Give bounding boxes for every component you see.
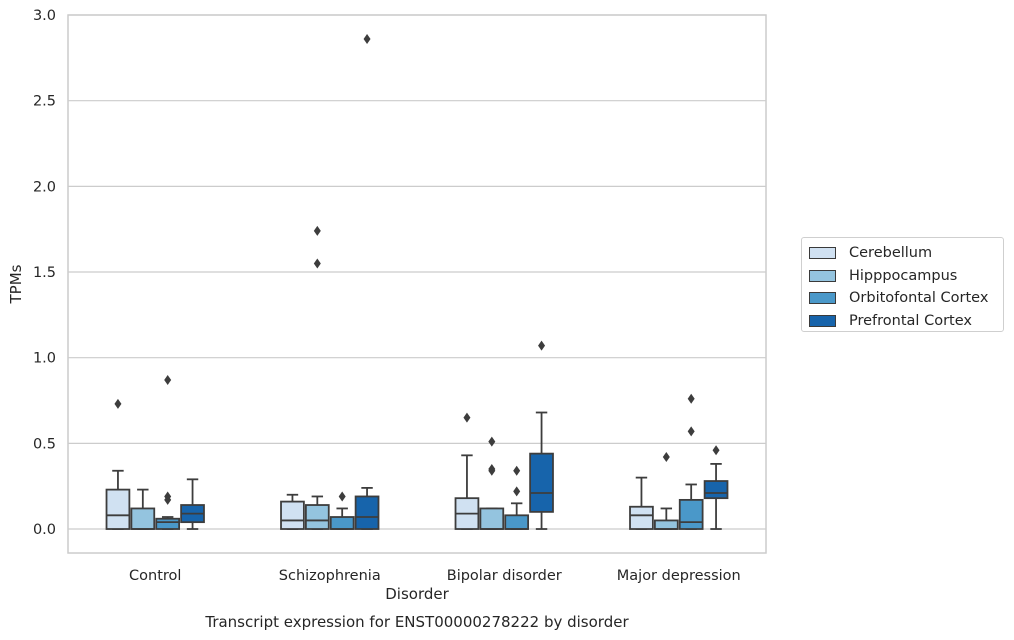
- box: [280, 500, 305, 530]
- outlier-point: [363, 33, 371, 44]
- y-tick-label: 2.5: [33, 94, 56, 110]
- legend-swatch-prefrontal-cortex: [809, 314, 836, 327]
- legend-label-orbitofrontal-cortex: Orbitofontal Cortex: [849, 290, 989, 307]
- plot-frame: [67, 14, 767, 554]
- outlier-point: [338, 491, 346, 502]
- y-axis-label: TPMs: [7, 264, 25, 304]
- outlier-point: [687, 393, 695, 404]
- box: [304, 504, 330, 530]
- y-tick-label: 2.0: [33, 179, 56, 195]
- box-group: [155, 374, 181, 530]
- box-group: [329, 491, 355, 530]
- legend-label-prefrontal-cortex: Prefrontal Cortex: [849, 312, 972, 329]
- box: [653, 519, 679, 530]
- box-group: [678, 393, 704, 530]
- box: [529, 452, 554, 513]
- box: [354, 495, 380, 530]
- box: [329, 516, 355, 530]
- legend-swatch-hippocampus: [809, 269, 836, 282]
- legend-item-hippocampus: Hipppocampus: [809, 265, 1003, 288]
- chart-title: Transcript expression for ENST0000027822…: [204, 613, 629, 631]
- outlier-point: [313, 258, 321, 269]
- box: [703, 480, 729, 500]
- outlier-point: [463, 412, 471, 423]
- box-group: [354, 33, 380, 530]
- y-gridlines: [68, 14, 766, 530]
- box-group: [180, 478, 205, 530]
- y-tick-label: 1.5: [33, 265, 56, 281]
- box-group: [653, 452, 679, 530]
- box: [678, 498, 704, 530]
- box-group: [479, 436, 505, 530]
- legend: Cerebellum Hipppocampus Orbitofontal Cor…: [801, 237, 1004, 332]
- x-tick-label: Schizophrenia: [279, 568, 381, 584]
- box-group: [130, 488, 156, 530]
- box-group: [105, 398, 131, 530]
- x-tick-label: Bipolar disorder: [447, 568, 562, 584]
- box: [504, 514, 530, 530]
- box: [130, 507, 156, 530]
- legend-swatch-cerebellum: [809, 247, 836, 260]
- box-group: [703, 445, 729, 530]
- y-tick-label: 3.0: [33, 8, 56, 24]
- outlier-point: [313, 225, 321, 236]
- x-tick-label: Control: [129, 568, 181, 584]
- box-group: [504, 465, 530, 530]
- box-marks: [105, 33, 729, 530]
- box: [105, 488, 131, 530]
- box: [629, 505, 654, 530]
- box-group: [304, 225, 330, 530]
- outlier-point: [488, 436, 496, 447]
- legend-item-orbitofrontal-cortex: Orbitofontal Cortex: [809, 287, 1003, 310]
- outlier-point: [662, 452, 670, 463]
- legend-item-prefrontal-cortex: Prefrontal Cortex: [809, 310, 1003, 333]
- legend-item-cerebellum: Cerebellum: [809, 242, 1003, 265]
- y-tick-labels: 0.0 0.5 1.0 1.5 2.0 2.5 3.0: [33, 8, 56, 538]
- legend-swatch-orbitofrontal-cortex: [809, 292, 836, 305]
- outlier-point: [488, 465, 496, 476]
- x-tick-label: Major depression: [617, 568, 741, 584]
- y-tick-label: 1.0: [33, 351, 56, 367]
- outlier-point: [513, 465, 521, 476]
- outlier-point: [114, 398, 122, 409]
- box-group: [629, 476, 654, 530]
- y-tick-label: 0.0: [33, 522, 56, 538]
- outlier-point: [687, 426, 695, 437]
- outlier-point: [164, 374, 172, 385]
- legend-label-cerebellum: Cerebellum: [849, 245, 933, 262]
- box: [155, 517, 181, 530]
- box-group: [454, 412, 480, 530]
- box-group: [280, 493, 305, 530]
- legend-label-hippocampus: Hipppocampus: [849, 267, 958, 284]
- box-group: [529, 340, 554, 530]
- outlier-point: [513, 486, 521, 497]
- box: [479, 507, 505, 530]
- outlier-point: [538, 340, 546, 351]
- outlier-point: [164, 494, 172, 505]
- outlier-point: [712, 445, 720, 456]
- y-tick-label: 0.5: [33, 436, 56, 452]
- x-axis-label: Disorder: [385, 585, 449, 603]
- x-tick-labels: Control Schizophrenia Bipolar disorder Majo…: [129, 568, 741, 584]
